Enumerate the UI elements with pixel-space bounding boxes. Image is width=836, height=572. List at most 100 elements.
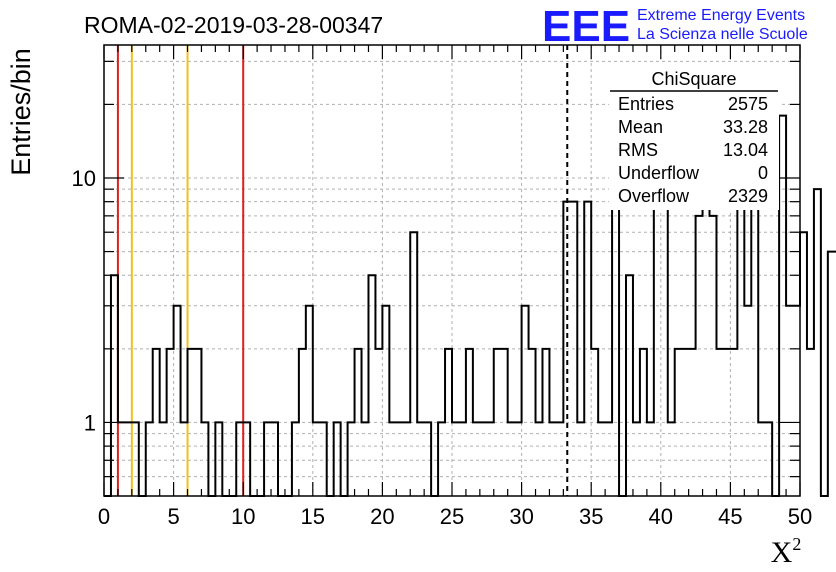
histogram-bin-33 bbox=[334, 422, 341, 496]
x-tick-label-0: 0 bbox=[98, 504, 110, 529]
histogram-bin-40 bbox=[382, 306, 389, 496]
x-tick-label-8: 40 bbox=[649, 504, 673, 529]
histogram-bin-89 bbox=[723, 349, 730, 496]
histogram-bin-45 bbox=[417, 422, 424, 496]
histogram-bin-1 bbox=[111, 275, 118, 496]
histogram-bin-41 bbox=[389, 422, 396, 496]
histogram-bin-7 bbox=[153, 349, 160, 496]
histogram-bin-38 bbox=[368, 275, 375, 496]
histogram-bin-27 bbox=[292, 422, 299, 496]
histogram-bin-60 bbox=[522, 306, 529, 496]
histogram-bin-57 bbox=[501, 349, 508, 496]
histogram-bin-84 bbox=[689, 349, 696, 496]
stats-value-rms: 13.04 bbox=[723, 140, 768, 160]
histogram-bin-42 bbox=[396, 422, 403, 496]
histogram-bin-71 bbox=[598, 422, 605, 496]
histogram-bin-94 bbox=[758, 422, 765, 496]
histogram-bin-72 bbox=[605, 422, 612, 496]
histogram-bin-92 bbox=[744, 306, 751, 496]
histogram-bin-77 bbox=[640, 349, 647, 496]
x-tick-label-2: 10 bbox=[231, 504, 255, 529]
histogram-bin-11 bbox=[181, 422, 188, 496]
histogram-bin-44 bbox=[410, 232, 417, 496]
x-tick-label-5: 25 bbox=[440, 504, 464, 529]
histogram-bin-36 bbox=[355, 349, 362, 496]
x-tick-label-6: 30 bbox=[509, 504, 533, 529]
histogram-bin-39 bbox=[375, 349, 382, 496]
histogram-bin-69 bbox=[584, 202, 591, 496]
histogram-bin-76 bbox=[633, 422, 640, 496]
histogram-bin-61 bbox=[529, 349, 536, 496]
x-tick-label-10: 50 bbox=[788, 504, 812, 529]
histogram-bin-46 bbox=[424, 422, 431, 496]
histogram-bin-4 bbox=[132, 422, 139, 496]
histogram-bin-14 bbox=[201, 422, 208, 496]
histogram-bin-81 bbox=[668, 422, 675, 496]
histogram-bin-43 bbox=[403, 422, 410, 496]
histogram-bin-48 bbox=[438, 422, 445, 496]
logo-line-2: La Scienza nelle Scuole bbox=[637, 26, 808, 43]
histogram-bin-80 bbox=[661, 178, 668, 496]
y-tick-label-1: 10 bbox=[72, 166, 96, 191]
histogram-bin-23 bbox=[264, 422, 271, 496]
histogram-bin-85 bbox=[696, 216, 703, 496]
y-axis-title: Entries/bin bbox=[6, 48, 36, 176]
histogram-bin-54 bbox=[480, 422, 487, 496]
stats-box-background bbox=[609, 62, 779, 210]
reference-lines bbox=[116, 45, 569, 496]
histogram-series bbox=[104, 114, 836, 497]
x-axis-title: X2 bbox=[771, 534, 802, 569]
stats-box: ChiSquare Entries 2575 Mean 33.28 RMS 13.04 Un… bbox=[609, 62, 779, 210]
histogram-bin-75 bbox=[626, 275, 633, 496]
stats-label-overflow: Overflow bbox=[618, 186, 690, 206]
stats-value-entries: 2575 bbox=[728, 94, 768, 114]
histogram-bin-68 bbox=[577, 422, 584, 496]
x-axis: 0 5 10 15 20 25 30 35 40 45 50 bbox=[98, 45, 812, 529]
histogram-bin-90 bbox=[730, 349, 737, 496]
histogram-bin-87 bbox=[710, 216, 717, 496]
grid bbox=[104, 45, 800, 496]
histogram-bin-3 bbox=[125, 422, 132, 496]
histogram-bin-59 bbox=[515, 422, 522, 496]
histogram-bin-31 bbox=[320, 422, 327, 496]
histogram-bin-101 bbox=[807, 349, 814, 496]
histogram-bin-56 bbox=[494, 349, 501, 496]
histogram-bin-50 bbox=[452, 422, 459, 496]
stats-value-mean: 33.28 bbox=[723, 117, 768, 137]
stats-label-entries: Entries bbox=[618, 94, 674, 114]
histogram-bin-93 bbox=[751, 202, 758, 496]
logo-line-1: Extreme Energy Events bbox=[637, 7, 805, 24]
histogram-bin-49 bbox=[445, 349, 452, 496]
histogram-bin-10 bbox=[174, 306, 181, 496]
histogram-bin-35 bbox=[348, 422, 355, 496]
histogram-bin-64 bbox=[549, 422, 556, 496]
histogram-bin-55 bbox=[487, 422, 494, 496]
histogram-bin-13 bbox=[194, 349, 201, 496]
stats-label-underflow: Underflow bbox=[618, 163, 700, 183]
stats-label-mean: Mean bbox=[618, 117, 663, 137]
stats-title: ChiSquare bbox=[651, 69, 736, 89]
histogram-bin-29 bbox=[306, 306, 313, 496]
histogram-bin-12 bbox=[188, 349, 195, 496]
histogram-bin-104 bbox=[828, 252, 835, 496]
histogram-bin-58 bbox=[508, 422, 515, 496]
histogram-bin-100 bbox=[800, 232, 807, 496]
histogram-bin-6 bbox=[146, 422, 153, 496]
histogram-bin-79 bbox=[654, 168, 661, 496]
histogram-bin-16 bbox=[215, 422, 222, 496]
histogram-bin-83 bbox=[682, 349, 689, 496]
stats-value-overflow: 2329 bbox=[728, 186, 768, 206]
histogram-bin-24 bbox=[271, 422, 278, 496]
histogram-bin-19 bbox=[236, 422, 243, 496]
histogram-bin-70 bbox=[591, 349, 598, 496]
histogram-bin-67 bbox=[570, 202, 577, 496]
histogram-bin-78 bbox=[647, 422, 654, 496]
histogram-bin-62 bbox=[536, 422, 543, 496]
run-title: ROMA-02-2019-03-28-00347 bbox=[84, 12, 383, 38]
histogram-bin-8 bbox=[160, 422, 167, 496]
y-tick-label-0: 1 bbox=[84, 410, 96, 435]
logo-letters: EEE bbox=[542, 2, 630, 51]
histogram-bin-9 bbox=[167, 349, 174, 496]
histogram-bin-86 bbox=[703, 202, 710, 496]
